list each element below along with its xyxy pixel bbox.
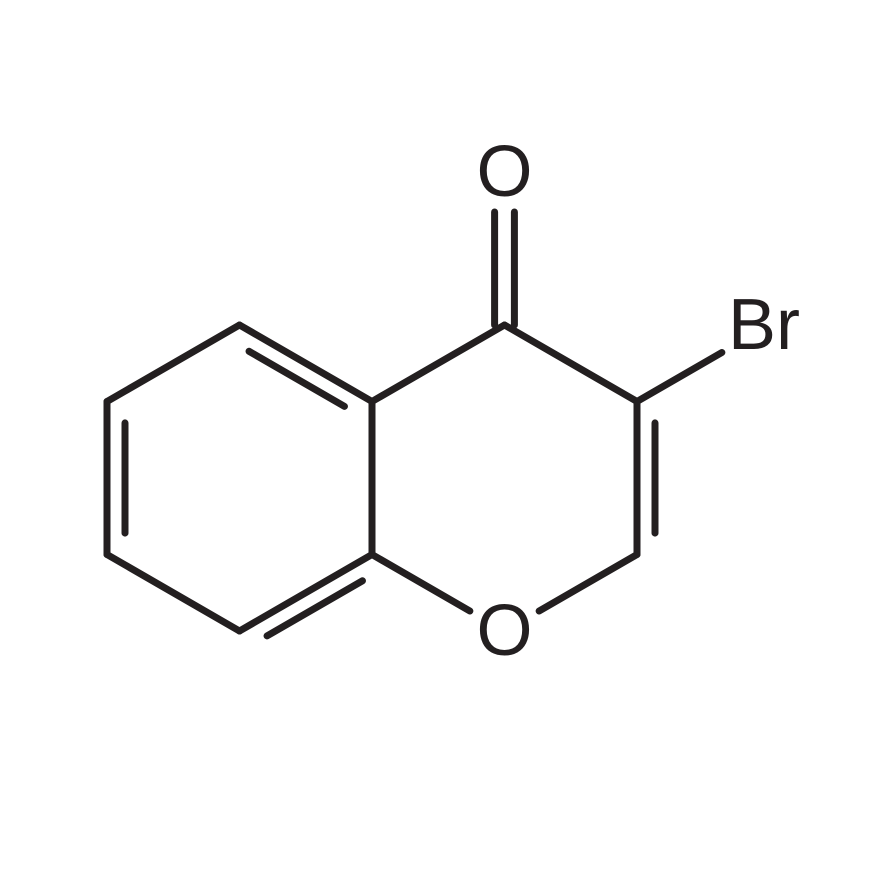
br-atom-label: Br [728,285,800,365]
chemical-structure-diagram: O O Br [0,0,890,890]
molecule-svg: O O Br [0,0,890,890]
o-atom-label: O [476,132,532,212]
o-atom-label: O [476,591,532,671]
